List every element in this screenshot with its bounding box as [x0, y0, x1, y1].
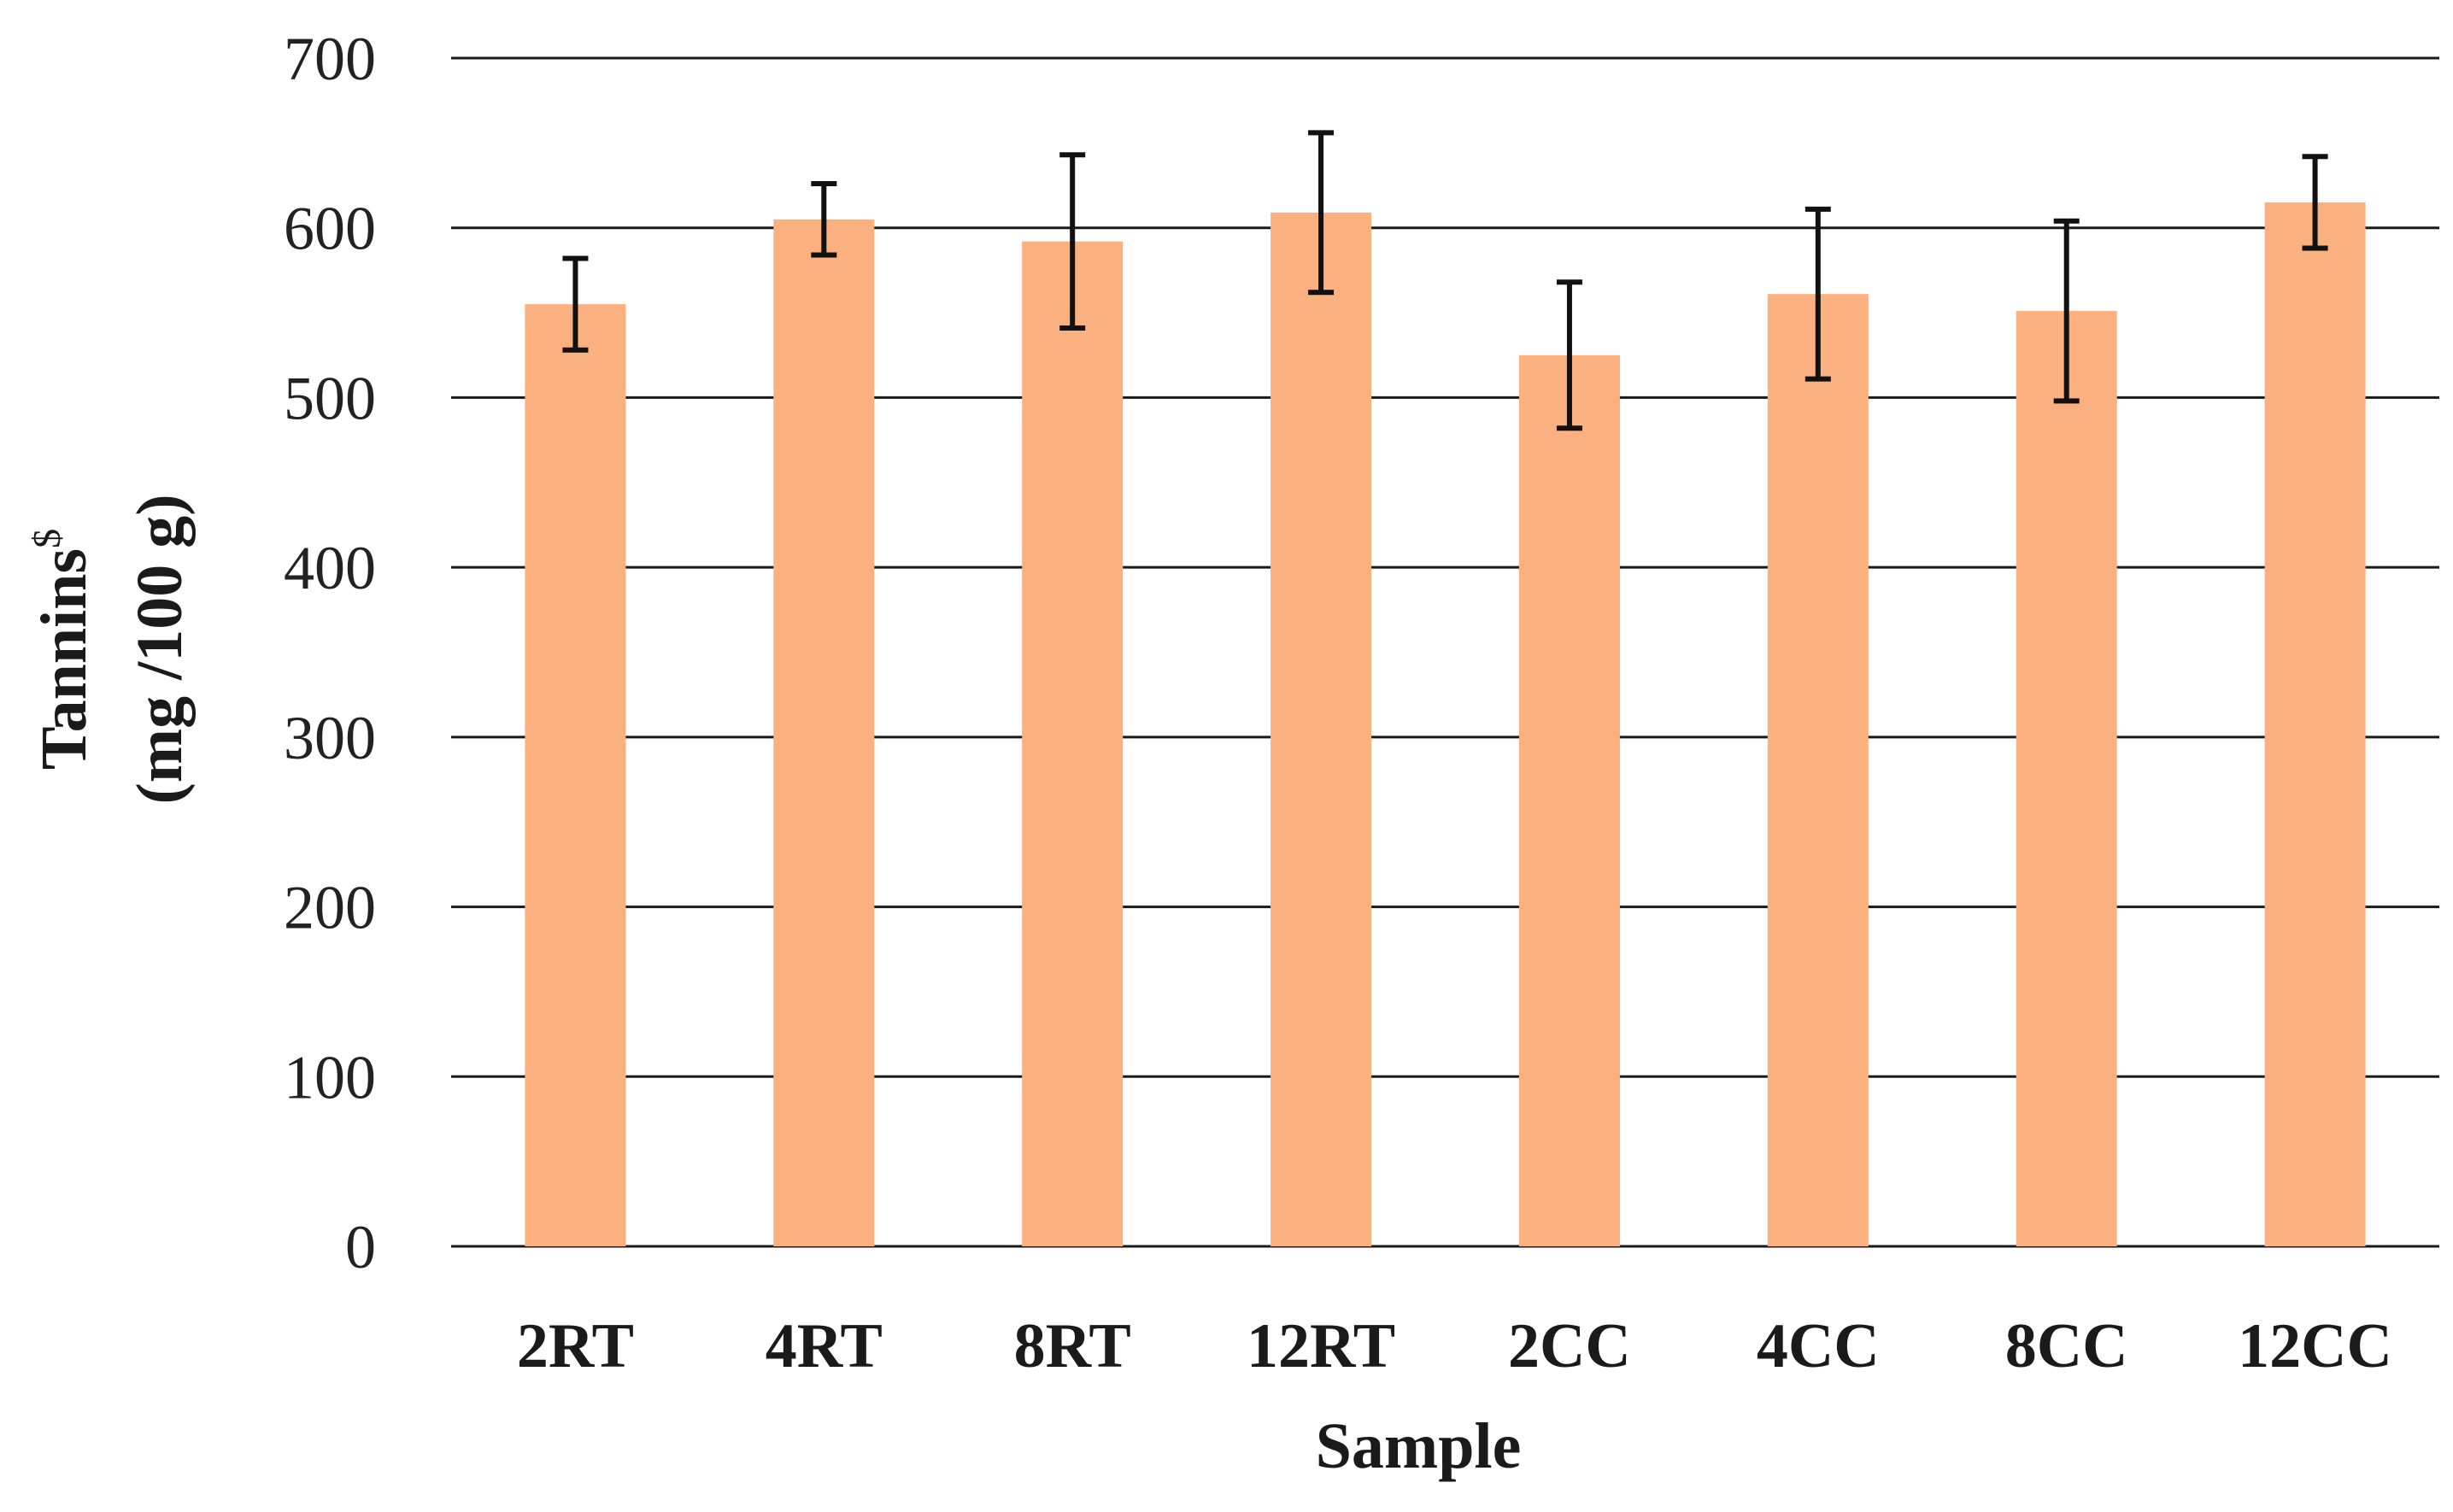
x-tick-label: 12CC — [2238, 1311, 2392, 1381]
y-tick-label: 400 — [284, 534, 376, 602]
bar-2cc — [1518, 355, 1620, 1246]
x-tick-label: 8CC — [2005, 1311, 2128, 1381]
x-tick-label: 4RT — [766, 1311, 883, 1381]
y-tick-label: 200 — [284, 874, 376, 942]
bar-12cc — [2264, 202, 2366, 1247]
x-axis-ticks: 2RT 4RT 8RT 12RT 2CC 4CC 8CC 12CC — [517, 1311, 2392, 1381]
x-tick-label: 2CC — [1508, 1311, 1631, 1381]
x-axis-title: Sample — [1316, 1410, 1522, 1482]
y-tick-label: 600 — [284, 195, 376, 263]
bar-4cc — [1767, 294, 1869, 1246]
bars — [525, 202, 2366, 1247]
error-bar-12rt — [1308, 130, 1335, 296]
error-bars — [562, 130, 2328, 431]
x-tick-label: 2RT — [517, 1311, 634, 1381]
error-bar-12cc — [2302, 154, 2328, 251]
x-tick-label: 12RT — [1247, 1311, 1395, 1381]
gridlines — [451, 56, 2439, 1248]
x-tick-label: 4CC — [1757, 1311, 1880, 1381]
svg-text:Tannins$: Tannins$ — [25, 529, 100, 770]
y-tick-label: 0 — [345, 1213, 376, 1281]
y-axis-title: Tannins$ (mg /100 g) — [25, 494, 196, 804]
error-bar-2rt — [562, 255, 589, 353]
error-bar-4cc — [1805, 206, 1831, 382]
error-bar-8rt — [1059, 152, 1086, 331]
error-bar-4rt — [811, 181, 837, 258]
bar-8cc — [2016, 311, 2117, 1247]
y-tick-label: 700 — [284, 25, 376, 93]
bar-2rt — [525, 304, 626, 1246]
y-tick-label: 300 — [284, 704, 376, 772]
y-axis-title-line2: (mg /100 g) — [124, 494, 196, 804]
bar-4rt — [773, 219, 875, 1246]
bar-12rt — [1271, 212, 1372, 1247]
y-axis-title-superscript: $ — [25, 529, 68, 548]
error-bar-8cc — [2053, 218, 2080, 404]
y-tick-label: 500 — [284, 364, 376, 432]
y-axis-ticks: 0 100 200 300 400 500 600 700 — [284, 25, 376, 1281]
y-axis-title-line1: Tannins — [28, 548, 100, 770]
bar-8rt — [1022, 241, 1124, 1246]
y-tick-label: 100 — [284, 1043, 376, 1111]
x-tick-label: 8RT — [1014, 1311, 1131, 1381]
error-bar-2cc — [1556, 279, 1582, 431]
